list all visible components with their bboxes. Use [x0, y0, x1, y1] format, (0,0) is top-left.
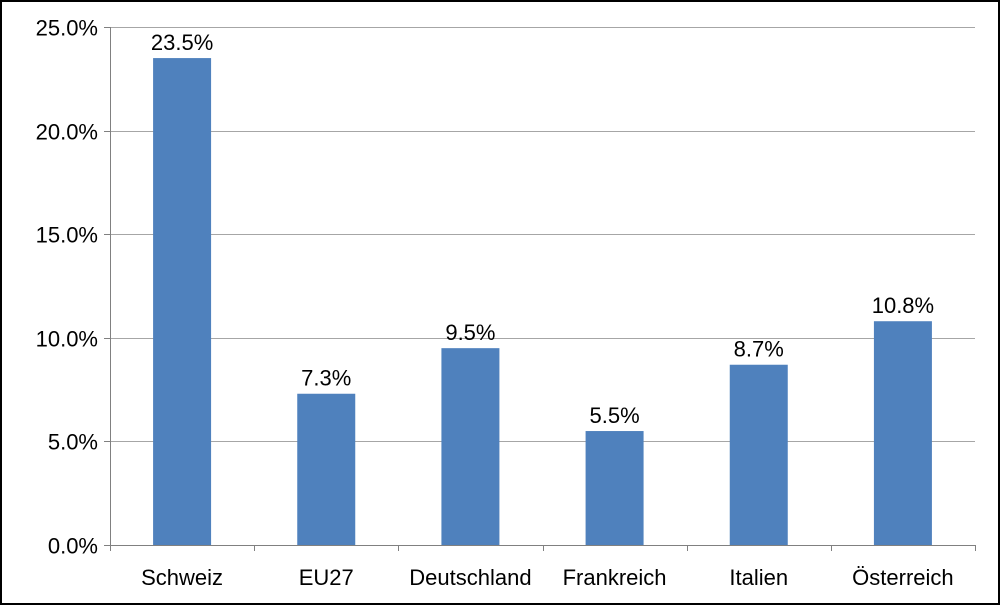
x-tick-label: EU27 [299, 565, 354, 590]
y-tick-label: 0.0% [48, 534, 98, 559]
x-tick-label: Schweiz [141, 565, 223, 590]
data-label: 9.5% [445, 320, 495, 345]
data-label: 23.5% [151, 30, 213, 55]
data-label: 8.7% [734, 337, 784, 362]
data-label: 7.3% [301, 366, 351, 391]
y-tick-label: 10.0% [36, 327, 98, 352]
bar-eu27 [297, 393, 356, 545]
y-tick-label: 5.0% [48, 430, 98, 455]
bar-schweiz [153, 58, 212, 545]
bar--sterreich [873, 321, 932, 545]
x-tick-label: Italien [729, 565, 788, 590]
y-tick-label: 15.0% [36, 223, 98, 248]
gridlines [110, 27, 975, 442]
bars [153, 58, 932, 545]
axes [104, 27, 976, 551]
x-tick-label: Österreich [852, 565, 953, 590]
data-label: 10.8% [872, 293, 934, 318]
y-tick-label: 25.0% [36, 16, 98, 41]
x-tick-label: Frankreich [563, 565, 667, 590]
data-label: 5.5% [590, 403, 640, 428]
x-tick-label: Deutschland [409, 565, 531, 590]
bar-frankreich [585, 431, 644, 545]
labels: 0.0% 5.0% 10.0% 15.0% 20.0% 25.0% 23.5% Schweiz… [36, 16, 954, 591]
bar-italien [729, 364, 788, 545]
y-tick-label: 20.0% [36, 120, 98, 145]
bar-deutschland [441, 348, 500, 545]
